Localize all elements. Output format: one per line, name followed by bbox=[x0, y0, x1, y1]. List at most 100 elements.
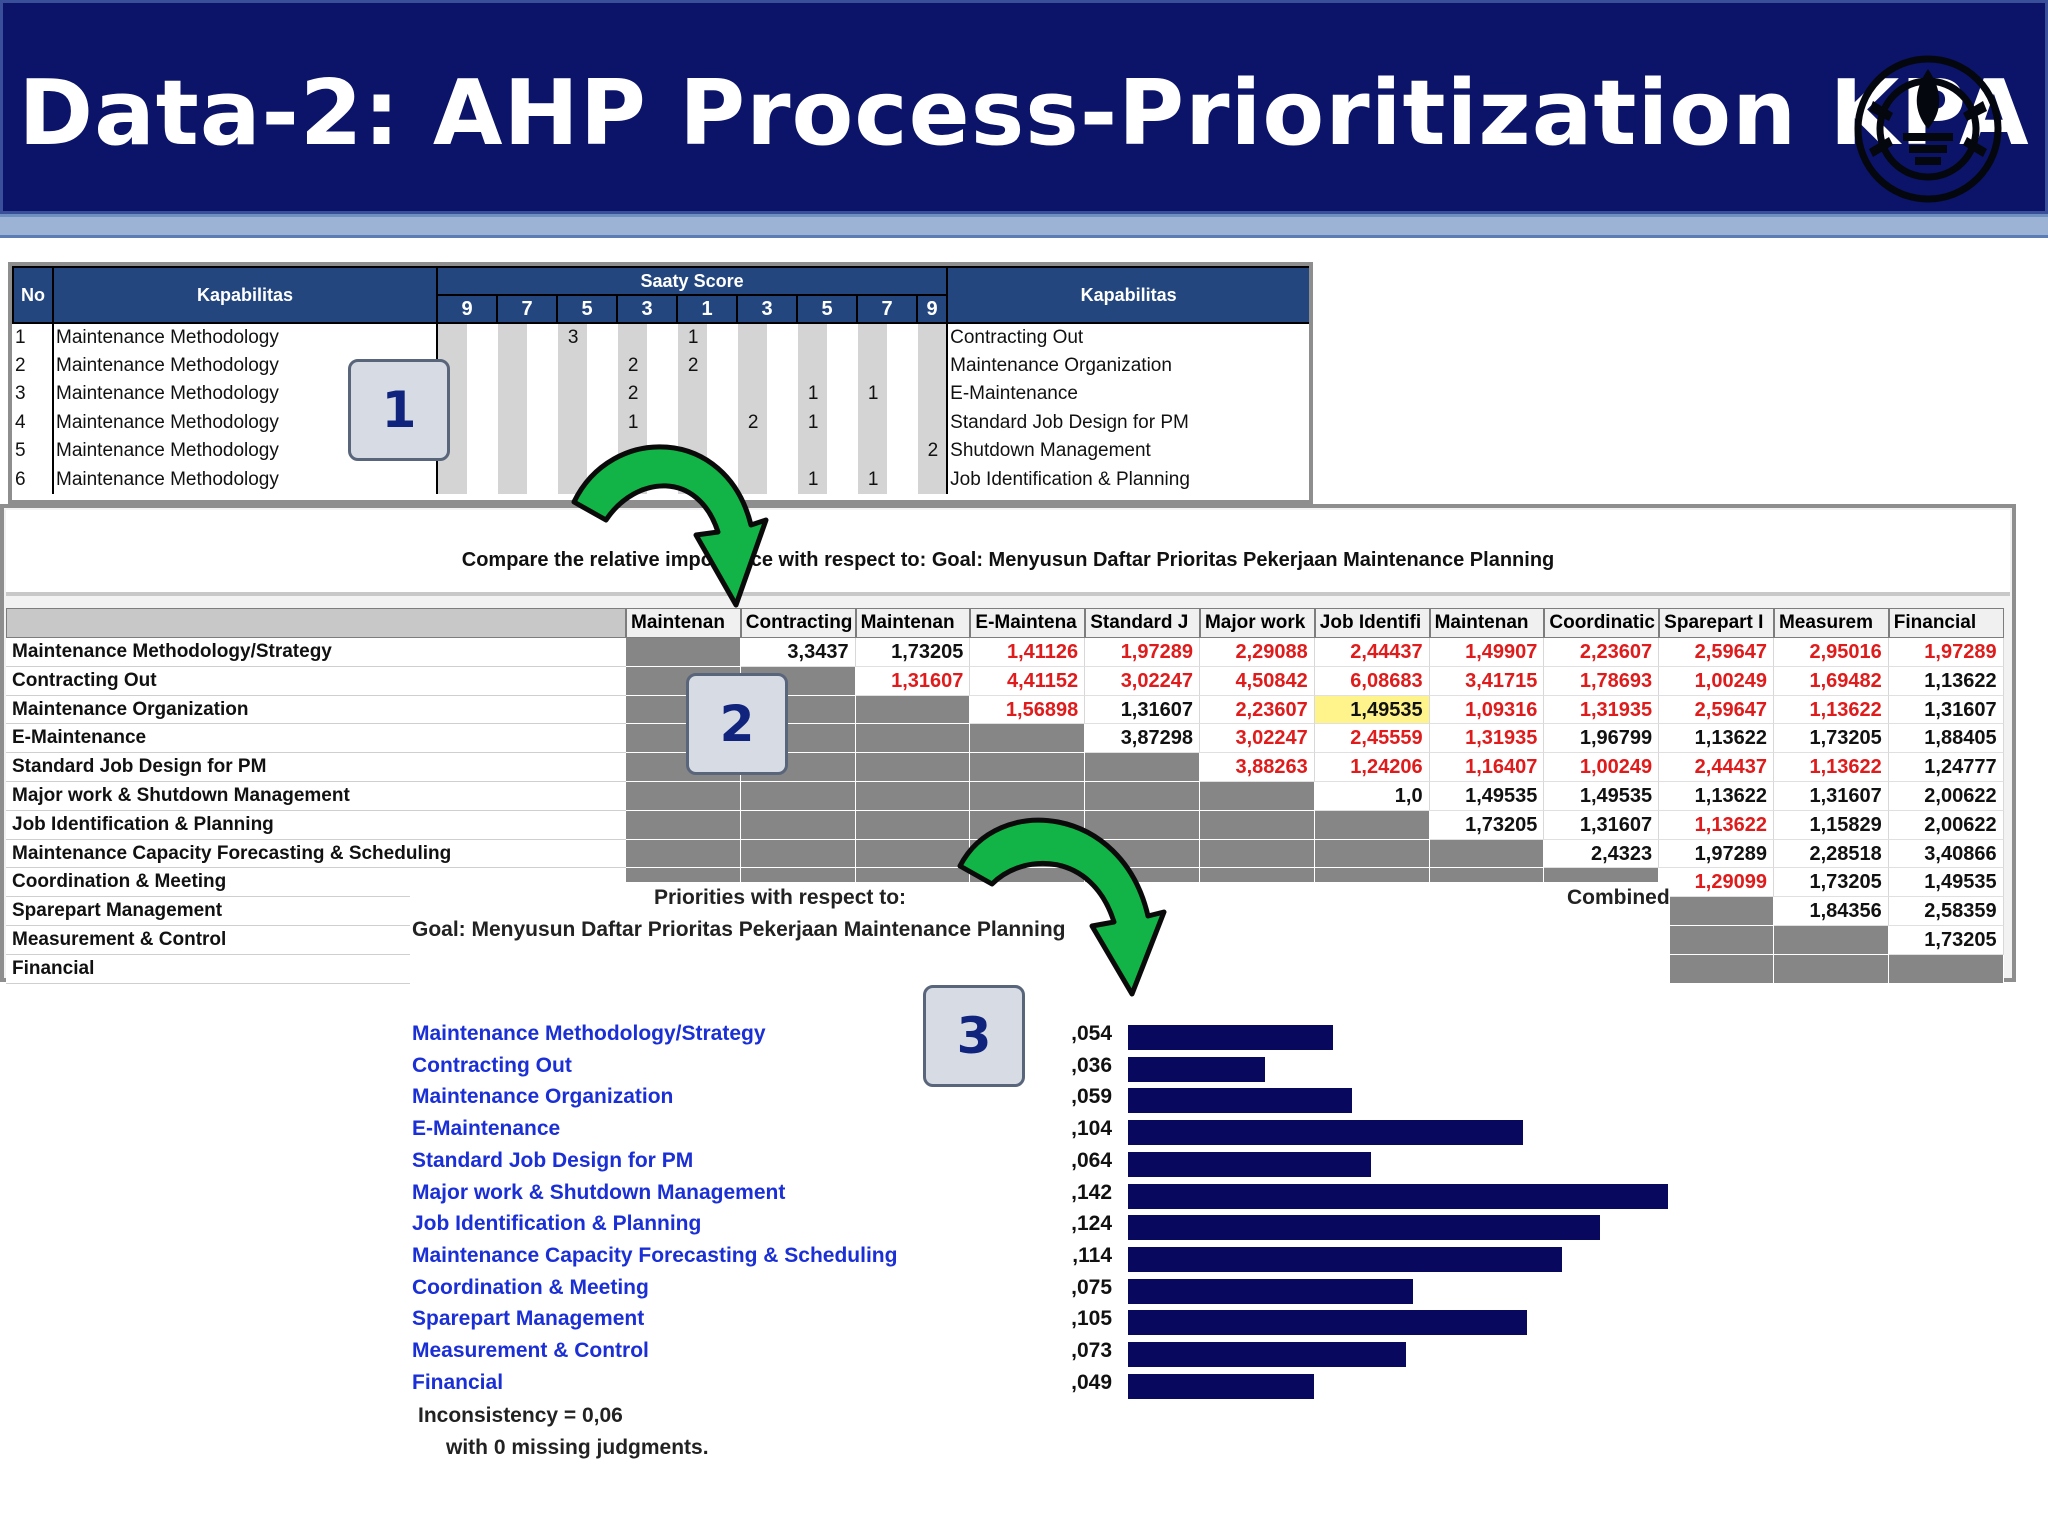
kapabilitas-left-cell: Maintenance Methodology bbox=[52, 323, 438, 352]
saaty-scale-0: 9 bbox=[436, 294, 498, 324]
matrix-cell: 1,13622 bbox=[1888, 666, 2004, 696]
matrix-cell: 1,09316 bbox=[1429, 695, 1545, 725]
matrix-column-header: Coordinatic bbox=[1544, 608, 1660, 638]
matrix-cell bbox=[970, 753, 1086, 782]
matrix-row-label: E-Maintenance bbox=[6, 724, 626, 754]
score-cell: 1 bbox=[856, 465, 887, 494]
score-cell bbox=[496, 408, 527, 437]
header-stripe bbox=[0, 214, 2048, 238]
matrix-cell: 2,44437 bbox=[1314, 638, 1430, 667]
matrix-cell bbox=[855, 724, 971, 754]
matrix-cell: 2,23607 bbox=[1199, 695, 1315, 725]
matrix-cell: 1,24777 bbox=[1888, 753, 2004, 782]
priority-value: ,105 bbox=[1071, 1307, 1112, 1331]
score-cell bbox=[436, 465, 467, 494]
priority-row: E-Maintenance ,104 bbox=[412, 1117, 1672, 1147]
matrix-cell: 3,3437 bbox=[740, 638, 856, 667]
matrix-cell: 1,49535 bbox=[1544, 781, 1660, 811]
score-cell bbox=[856, 408, 887, 437]
matrix-cell bbox=[626, 781, 741, 811]
matrix-cell: 1,24206 bbox=[1314, 753, 1430, 782]
combined-label: Combined bbox=[1567, 886, 1670, 909]
score-cell: 2 bbox=[676, 351, 707, 380]
priority-label: Standard Job Design for PM bbox=[412, 1148, 694, 1172]
matrix-row-label: Maintenance Capacity Forecasting & Sched… bbox=[6, 839, 626, 869]
priority-bar bbox=[1128, 1025, 1334, 1050]
priority-value: ,104 bbox=[1071, 1117, 1112, 1141]
matrix-cell: 3,02247 bbox=[1199, 724, 1315, 754]
score-cell bbox=[856, 351, 887, 380]
score-spacer bbox=[466, 465, 497, 494]
matrix-cell bbox=[855, 839, 971, 869]
matrix-cell bbox=[1314, 810, 1430, 840]
matrix-cell: 1,73205 bbox=[1888, 925, 2004, 955]
priority-label: Financial bbox=[412, 1370, 504, 1394]
kapabilitas-left-cell: Maintenance Methodology bbox=[52, 351, 438, 380]
priority-value: ,114 bbox=[1072, 1243, 1112, 1267]
score-spacer bbox=[826, 323, 857, 352]
matrix-cell bbox=[1085, 810, 1200, 840]
priority-row: Coordination & Meeting ,075 bbox=[412, 1276, 1672, 1306]
matrix-cell: 1,15829 bbox=[1773, 810, 1889, 840]
score-cell bbox=[496, 323, 527, 352]
kapabilitas-right-cell: Standard Job Design for PM bbox=[946, 408, 1309, 437]
score-cell bbox=[496, 351, 527, 380]
inconsistency-ratio: Inconsistency = 0,06 bbox=[418, 1404, 623, 1427]
score-cell bbox=[436, 323, 467, 352]
priorities-heading: Priorities with respect to: bbox=[653, 886, 907, 909]
score-cell bbox=[616, 323, 647, 352]
table-row: 2 Maintenance Methodology 2 2 Maintenance Or… bbox=[13, 351, 1309, 380]
score-cell bbox=[736, 437, 767, 466]
matrix-cell: 1,31607 bbox=[855, 666, 971, 696]
matrix-cell: 1,73205 bbox=[1773, 724, 1889, 754]
matrix-column-header: Major work bbox=[1199, 608, 1315, 638]
matrix-column-header: Maintenan bbox=[626, 608, 741, 638]
saaty-scale-3: 3 bbox=[616, 294, 678, 324]
matrix-cell: 1,97289 bbox=[1659, 839, 1774, 869]
score-cell: 1 bbox=[796, 408, 827, 437]
kapabilitas-right-cell: Job Identification & Planning bbox=[946, 465, 1309, 494]
matrix-cell: 2,28518 bbox=[1773, 839, 1889, 869]
matrix-cell: 3,41715 bbox=[1429, 666, 1545, 696]
score-cell bbox=[496, 380, 527, 409]
priority-bar bbox=[1128, 1120, 1524, 1146]
matrix-cell bbox=[626, 810, 741, 840]
score-spacer bbox=[526, 351, 557, 380]
priority-row: Maintenance Methodology/Strategy ,054 bbox=[412, 1022, 1672, 1052]
matrix-cell: 1,49535 bbox=[1888, 868, 2004, 898]
saaty-scale-2: 5 bbox=[556, 294, 618, 324]
score-spacer bbox=[586, 323, 617, 352]
score-spacer bbox=[526, 408, 557, 437]
header-kapabilitas-right: Kapabilitas bbox=[946, 266, 1309, 324]
score-cell: 2 bbox=[616, 380, 647, 409]
score-cell bbox=[496, 437, 527, 466]
matrix-cell: 2,95016 bbox=[1773, 638, 1889, 667]
matrix-cell bbox=[855, 753, 971, 782]
matrix-cell: 1,0 bbox=[1314, 781, 1430, 811]
row-number: 1 bbox=[13, 323, 54, 352]
score-cell: 2 bbox=[616, 351, 647, 380]
matrix-cell: 1,13622 bbox=[1659, 810, 1774, 840]
score-spacer bbox=[646, 380, 677, 409]
priority-value: ,142 bbox=[1071, 1180, 1112, 1204]
matrix-cell: 1,13622 bbox=[1773, 753, 1889, 782]
score-spacer bbox=[886, 465, 917, 494]
matrix-cell bbox=[970, 724, 1086, 754]
score-cell bbox=[916, 465, 948, 494]
priority-bar bbox=[1128, 1215, 1600, 1241]
score-cell bbox=[796, 351, 827, 380]
matrix-cell bbox=[970, 781, 1086, 811]
matrix-cell: 1,29099 bbox=[1659, 868, 1774, 898]
priority-bar bbox=[1128, 1088, 1353, 1114]
score-spacer bbox=[586, 408, 617, 437]
matrix-cell: 1,73205 bbox=[1773, 868, 1889, 898]
matrix-column-header: Contracting bbox=[740, 608, 856, 638]
kapabilitas-right-cell: Contracting Out bbox=[946, 323, 1309, 352]
score-cell: 1 bbox=[616, 408, 647, 437]
score-cell bbox=[676, 380, 707, 409]
matrix-cell bbox=[1659, 954, 1774, 984]
missing-judgments: with 0 missing judgments. bbox=[446, 1436, 709, 1459]
matrix-row-label: Major work & Shutdown Management bbox=[6, 781, 626, 811]
